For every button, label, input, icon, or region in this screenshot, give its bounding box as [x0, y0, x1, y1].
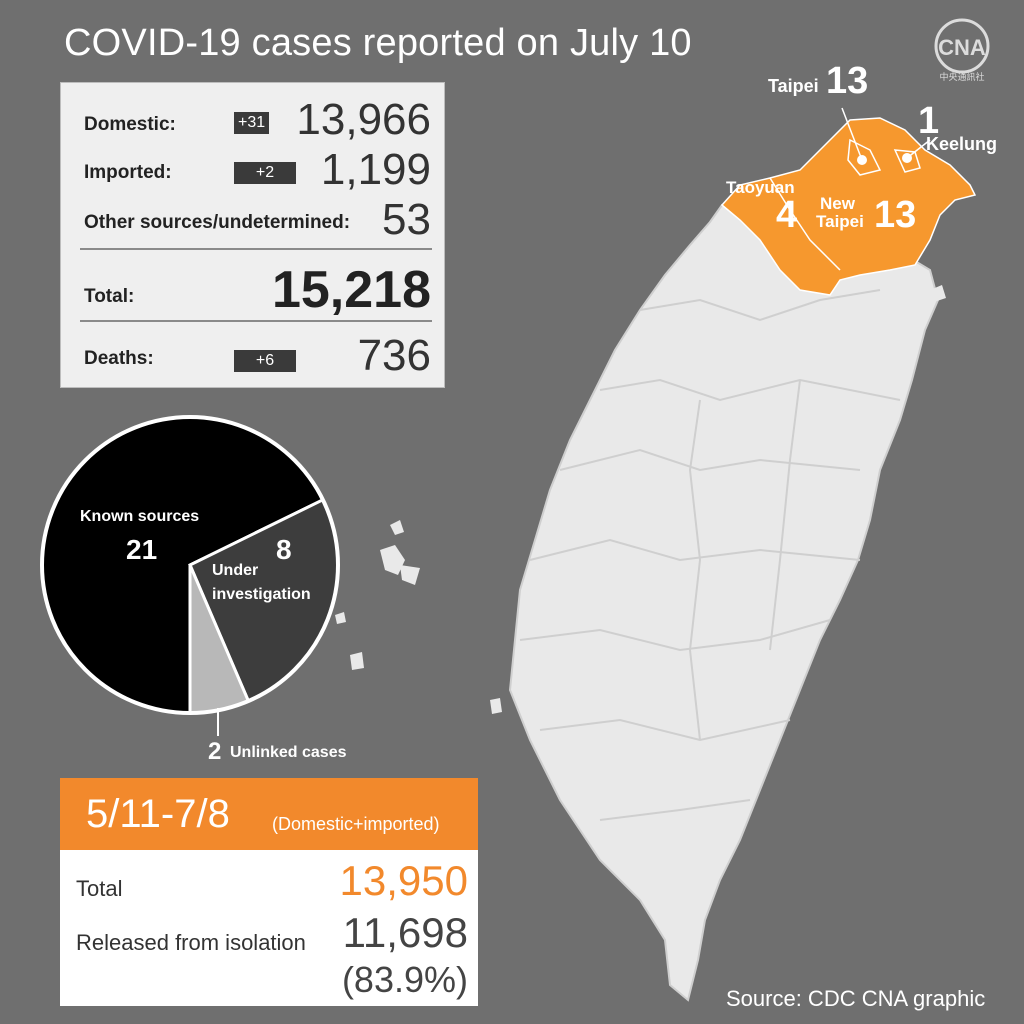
pie-under-label-2: investigation [212, 586, 311, 603]
period-summary-panel: 5/11-7/8 (Domestic+imported) Total 13,95… [60, 778, 478, 1006]
total-row: Total: 15,218 [60, 258, 445, 318]
taipei-cases: 13 [826, 60, 869, 102]
released-value: 11,698 [342, 909, 468, 956]
keelung-label: Keelung [926, 134, 998, 154]
taipei-label: Taipei [768, 76, 819, 96]
cna-logo: CNA 中央通訊社 [920, 16, 1004, 86]
keelung-cases: 1 [918, 100, 940, 142]
new-taipei-label-1: New [820, 194, 855, 213]
pie-unlinked-value: 2 [208, 738, 222, 765]
northern-region-highlight [720, 117, 977, 296]
new-taipei-label-2: Taipei [816, 212, 864, 231]
taiwan-island [508, 203, 940, 1002]
divider [80, 320, 432, 322]
domestic-value: 13,966 [296, 95, 431, 144]
logo-text: CNA [938, 35, 986, 60]
domestic-row: Domestic: +31 13,966 [60, 94, 445, 142]
deaths-label: Deaths: [84, 348, 154, 369]
divider [80, 248, 432, 250]
deaths-row: Deaths: +6 736 [60, 330, 445, 378]
page-title: COVID-19 cases reported on July 10 [64, 22, 692, 64]
other-label: Other sources/undetermined: [84, 212, 351, 233]
period-range: 5/11-7/8 [86, 792, 230, 836]
total-label: Total: [84, 286, 135, 307]
pie-unlinked-label: Unlinked cases [230, 744, 347, 761]
pie-known-label: Known sources [80, 508, 200, 525]
period-note: (Domestic+imported) [272, 814, 440, 834]
imported-label: Imported: [84, 162, 172, 183]
imported-value: 1,199 [320, 145, 431, 194]
period-total-value: 13,950 [339, 857, 468, 904]
total-value: 15,218 [271, 261, 431, 319]
released-percent: (83.9%) [341, 959, 468, 1000]
taoyuan-label: Taoyuan [726, 178, 795, 197]
imported-row: Imported: +2 1,199 [60, 144, 445, 192]
domestic-label: Domestic: [84, 114, 176, 135]
logo-subtext: 中央通訊社 [939, 71, 984, 83]
pie-under-value: 8 [276, 534, 292, 565]
imported-change-badge: +2 [234, 162, 296, 184]
pie-known-value: 21 [126, 534, 158, 565]
case-summary-panel: Domestic: +31 13,966 Imported: +2 1,199 … [60, 82, 445, 388]
deaths-change-badge: +6 [234, 350, 296, 372]
released-label: Released from isolation [76, 930, 306, 955]
source-credit: Source: CDC CNA graphic [726, 986, 986, 1011]
taoyuan-cases: 4 [776, 194, 798, 236]
period-header: 5/11-7/8 (Domestic+imported) [60, 778, 478, 850]
new-taipei-cases: 13 [874, 194, 917, 236]
deaths-value: 736 [357, 331, 431, 380]
other-value: 53 [382, 195, 431, 244]
period-total-label: Total [76, 876, 123, 901]
pie-under-label-1: Under [212, 562, 259, 579]
other-row: Other sources/undetermined: 53 [60, 194, 445, 242]
domestic-change-badge: +31 [234, 112, 270, 134]
